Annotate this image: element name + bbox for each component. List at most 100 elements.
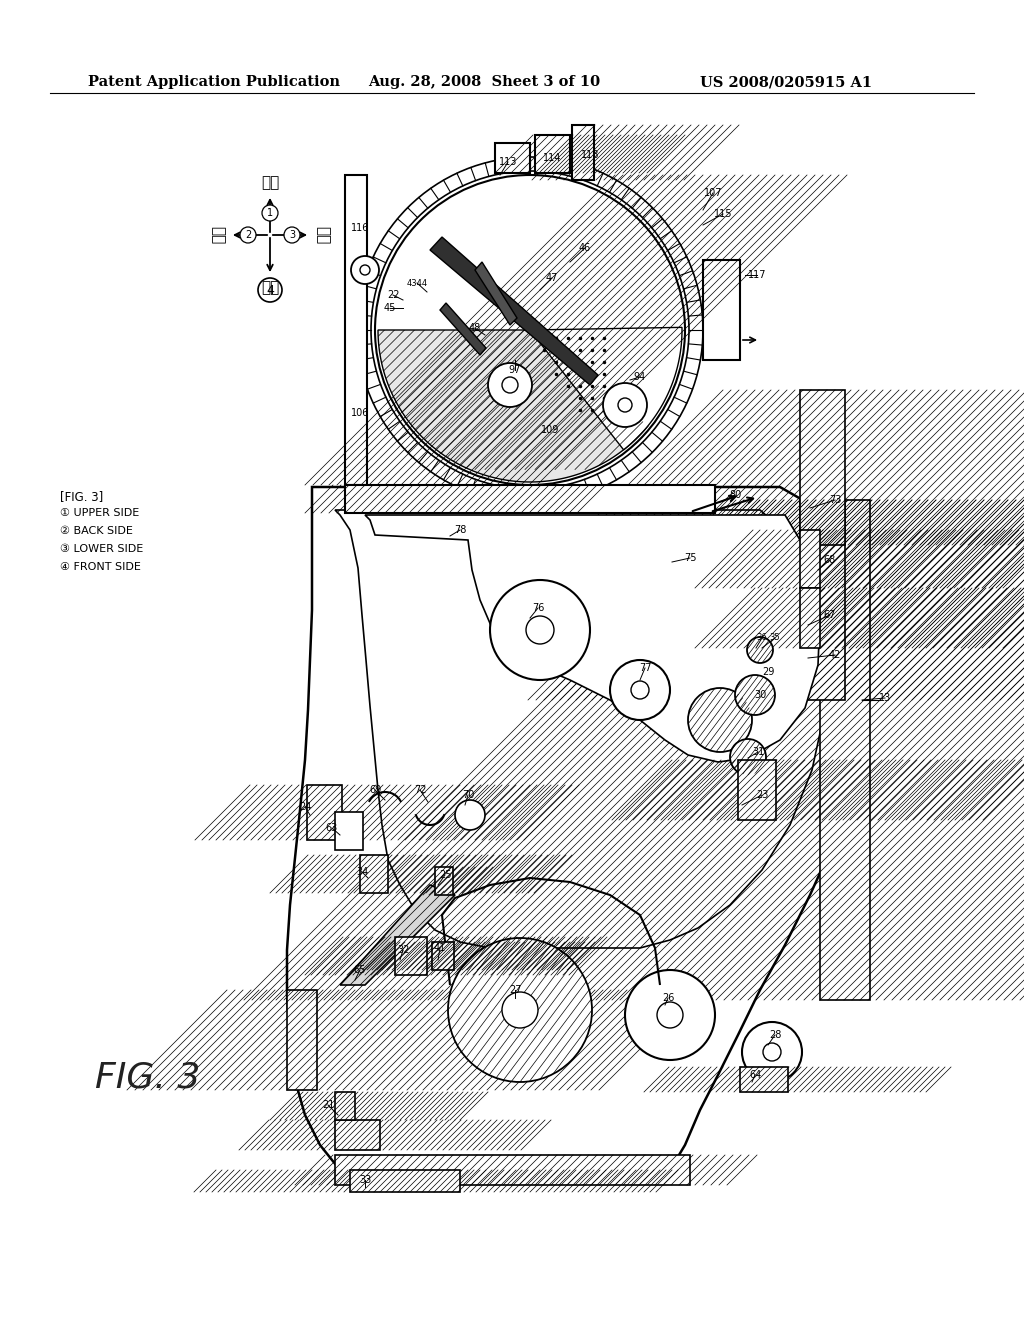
- Text: 68: 68: [824, 554, 837, 565]
- Text: 97: 97: [509, 366, 521, 375]
- Text: 後側: 後側: [210, 226, 225, 244]
- Bar: [800, 587, 820, 648]
- Bar: [572, 125, 594, 180]
- Text: 48: 48: [469, 323, 481, 333]
- Polygon shape: [378, 330, 648, 482]
- Bar: [800, 500, 845, 700]
- Bar: [345, 484, 715, 513]
- Polygon shape: [365, 515, 820, 762]
- Bar: [350, 1170, 460, 1192]
- Circle shape: [449, 939, 592, 1082]
- Text: 36: 36: [757, 634, 767, 643]
- Text: 69: 69: [369, 785, 381, 795]
- Text: [FIG. 3]: [FIG. 3]: [60, 490, 103, 503]
- Text: 4: 4: [266, 284, 274, 297]
- Text: 47: 47: [546, 273, 558, 282]
- Bar: [335, 1119, 380, 1150]
- Circle shape: [735, 675, 775, 715]
- Text: 27: 27: [509, 985, 521, 995]
- Circle shape: [351, 256, 379, 284]
- Text: 2: 2: [245, 230, 251, 240]
- Bar: [395, 937, 427, 975]
- Text: 116: 116: [351, 223, 370, 234]
- Text: 32: 32: [397, 945, 410, 954]
- Polygon shape: [287, 487, 868, 1170]
- Text: 70: 70: [462, 789, 474, 800]
- Polygon shape: [440, 304, 486, 355]
- Text: 77: 77: [639, 663, 651, 673]
- Text: 78: 78: [454, 525, 466, 535]
- Circle shape: [360, 265, 370, 275]
- Text: 下側: 下側: [261, 280, 280, 294]
- Circle shape: [488, 363, 532, 407]
- Text: 29: 29: [762, 667, 774, 677]
- Circle shape: [603, 383, 647, 426]
- Circle shape: [730, 739, 766, 775]
- Circle shape: [375, 176, 685, 484]
- Circle shape: [355, 154, 705, 506]
- Text: 118: 118: [581, 150, 599, 160]
- Bar: [740, 1067, 788, 1092]
- Circle shape: [502, 993, 538, 1028]
- Text: 65: 65: [354, 965, 367, 975]
- Text: 22: 22: [387, 290, 399, 300]
- Circle shape: [526, 616, 554, 644]
- Polygon shape: [475, 261, 517, 325]
- Bar: [820, 500, 870, 1001]
- Text: 72: 72: [414, 785, 426, 795]
- Circle shape: [502, 378, 518, 393]
- Circle shape: [688, 688, 752, 752]
- Circle shape: [631, 681, 649, 700]
- Text: ④ FRONT SIDE: ④ FRONT SIDE: [60, 562, 141, 572]
- Bar: [800, 389, 845, 545]
- Text: 94: 94: [634, 372, 646, 381]
- Text: 113: 113: [499, 157, 517, 168]
- Text: 33: 33: [358, 1175, 371, 1185]
- Text: 13: 13: [879, 693, 891, 704]
- Text: 21: 21: [322, 1100, 334, 1110]
- Text: 67: 67: [824, 610, 837, 620]
- Polygon shape: [335, 510, 828, 948]
- Circle shape: [742, 1022, 802, 1082]
- Text: US 2008/0205915 A1: US 2008/0205915 A1: [700, 75, 872, 88]
- Polygon shape: [430, 238, 598, 385]
- Text: 24: 24: [299, 803, 311, 812]
- Text: 106: 106: [351, 408, 370, 418]
- Text: 117: 117: [748, 271, 766, 280]
- Circle shape: [240, 227, 256, 243]
- Text: 上側: 上側: [261, 176, 280, 190]
- Bar: [335, 812, 362, 850]
- Text: 80: 80: [729, 490, 741, 500]
- Circle shape: [746, 638, 773, 663]
- Circle shape: [455, 800, 485, 830]
- Text: 107: 107: [703, 187, 722, 198]
- Text: 35: 35: [770, 634, 780, 643]
- Bar: [360, 855, 388, 894]
- Text: 25: 25: [438, 870, 452, 880]
- Circle shape: [618, 399, 632, 412]
- Text: 109: 109: [541, 425, 559, 436]
- Text: 45: 45: [384, 304, 396, 313]
- Circle shape: [284, 227, 300, 243]
- Text: 41: 41: [434, 942, 446, 953]
- Text: 63: 63: [326, 822, 338, 833]
- Circle shape: [625, 970, 715, 1060]
- Bar: [345, 176, 367, 484]
- Circle shape: [657, 1002, 683, 1028]
- Polygon shape: [340, 884, 455, 985]
- Text: 31: 31: [752, 747, 764, 756]
- Text: ③ LOWER SIDE: ③ LOWER SIDE: [60, 544, 143, 554]
- Bar: [738, 760, 776, 820]
- Text: 73: 73: [828, 495, 841, 506]
- Bar: [800, 531, 820, 587]
- Bar: [335, 1092, 355, 1119]
- Text: 30: 30: [754, 690, 766, 700]
- Text: 114: 114: [543, 153, 561, 162]
- Circle shape: [610, 660, 670, 719]
- Text: 46: 46: [579, 243, 591, 253]
- Bar: [307, 785, 342, 840]
- Polygon shape: [703, 260, 740, 360]
- Text: 28: 28: [769, 1030, 781, 1040]
- Text: 75: 75: [684, 553, 696, 564]
- Polygon shape: [530, 327, 682, 450]
